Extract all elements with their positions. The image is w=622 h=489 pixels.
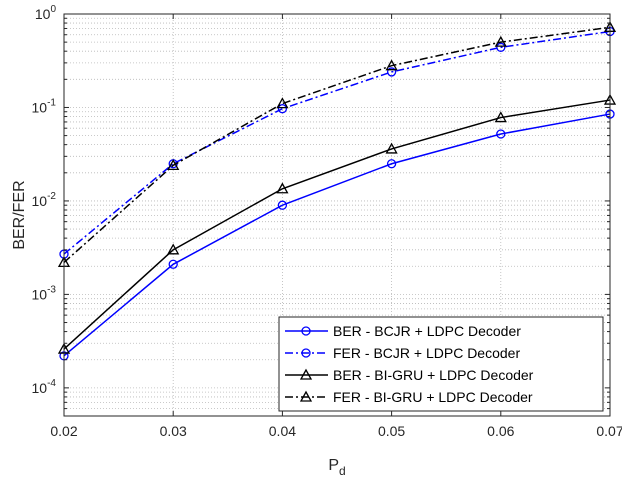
data-point <box>386 67 397 77</box>
data-point <box>385 59 398 71</box>
y-tick-label: 100 <box>35 4 57 22</box>
data-point <box>167 159 180 171</box>
legend-marker <box>299 390 313 402</box>
y-tick-label-exponent: -1 <box>47 97 56 108</box>
y-tick-label-exponent: -2 <box>47 191 56 202</box>
x-tick-label: 0.02 <box>50 423 77 439</box>
x-tick-label: 0.07 <box>596 423 622 439</box>
x-axis-label-main: P <box>328 457 339 474</box>
x-axis-label-subscript: d <box>339 464 346 478</box>
y-tick-label-base: 10 <box>35 6 51 22</box>
legend-entry-1: BER - BCJR + LDPC Decoder <box>285 323 521 339</box>
data-point <box>494 111 507 123</box>
series-layer <box>57 20 617 361</box>
y-tick-label: 10-1 <box>32 97 57 115</box>
series-line <box>63 30 611 255</box>
data-point <box>386 159 397 169</box>
data-point <box>277 104 288 114</box>
legend-label: FER - BCJR + LDPC Decoder <box>333 345 520 361</box>
y-axis-label: BER/FER <box>11 180 28 249</box>
y-tick-label-base: 10 <box>32 380 48 396</box>
legend-label: BER - BI-GRU + LDPC Decoder <box>333 367 534 383</box>
legend-entry-3: BER - BI-GRU + LDPC Decoder <box>285 367 534 383</box>
y-tick-label-base: 10 <box>32 286 48 302</box>
series-line <box>63 99 611 350</box>
y-tick-label: 10-4 <box>32 378 57 396</box>
x-tick-label: 0.06 <box>487 423 514 439</box>
ticks: 0.02 0.03 0.04 0.05 0.06 0.0710010-110-210-31… <box>32 4 622 439</box>
data-point <box>496 129 506 139</box>
data-point <box>276 182 289 194</box>
series-3 <box>57 93 617 354</box>
y-tick-label-base: 10 <box>32 193 48 209</box>
y-tick-label-exponent: 0 <box>50 4 56 15</box>
legend-label: FER - BI-GRU + LDPC Decoder <box>333 389 533 405</box>
x-tick-label: 0.03 <box>160 423 187 439</box>
data-point <box>385 142 398 154</box>
series-1 <box>59 109 615 361</box>
legend-marker <box>299 368 313 380</box>
y-tick-label-base: 10 <box>32 99 48 115</box>
series-line <box>63 113 611 357</box>
legend-marker <box>301 348 311 358</box>
legend-entry-2: FER - BCJR + LDPC Decoder <box>285 345 520 361</box>
data-point <box>168 259 178 269</box>
legend-box <box>278 316 604 412</box>
legend-marker <box>301 326 311 336</box>
y-tick-label: 10-3 <box>32 284 57 302</box>
y-tick-label: 10-2 <box>32 191 57 209</box>
data-point <box>496 42 506 52</box>
legend-label: BER - BCJR + LDPC Decoder <box>333 323 521 339</box>
legend: BER - BCJR + LDPC Decoder FER - BCJR + LD… <box>278 316 604 412</box>
y-tick-label-exponent: -3 <box>47 284 56 295</box>
legend-entry-4: FER - BI-GRU + LDPC Decoder <box>285 389 533 405</box>
y-tick-label-exponent: -4 <box>47 378 56 389</box>
data-point <box>277 200 288 210</box>
data-point <box>167 243 180 255</box>
x-tick-label: 0.05 <box>378 423 405 439</box>
series-line <box>63 26 611 263</box>
x-axis-label: Pd <box>328 457 345 478</box>
data-point <box>276 97 289 109</box>
data-point <box>494 35 507 47</box>
x-tick-label: 0.04 <box>269 423 296 439</box>
